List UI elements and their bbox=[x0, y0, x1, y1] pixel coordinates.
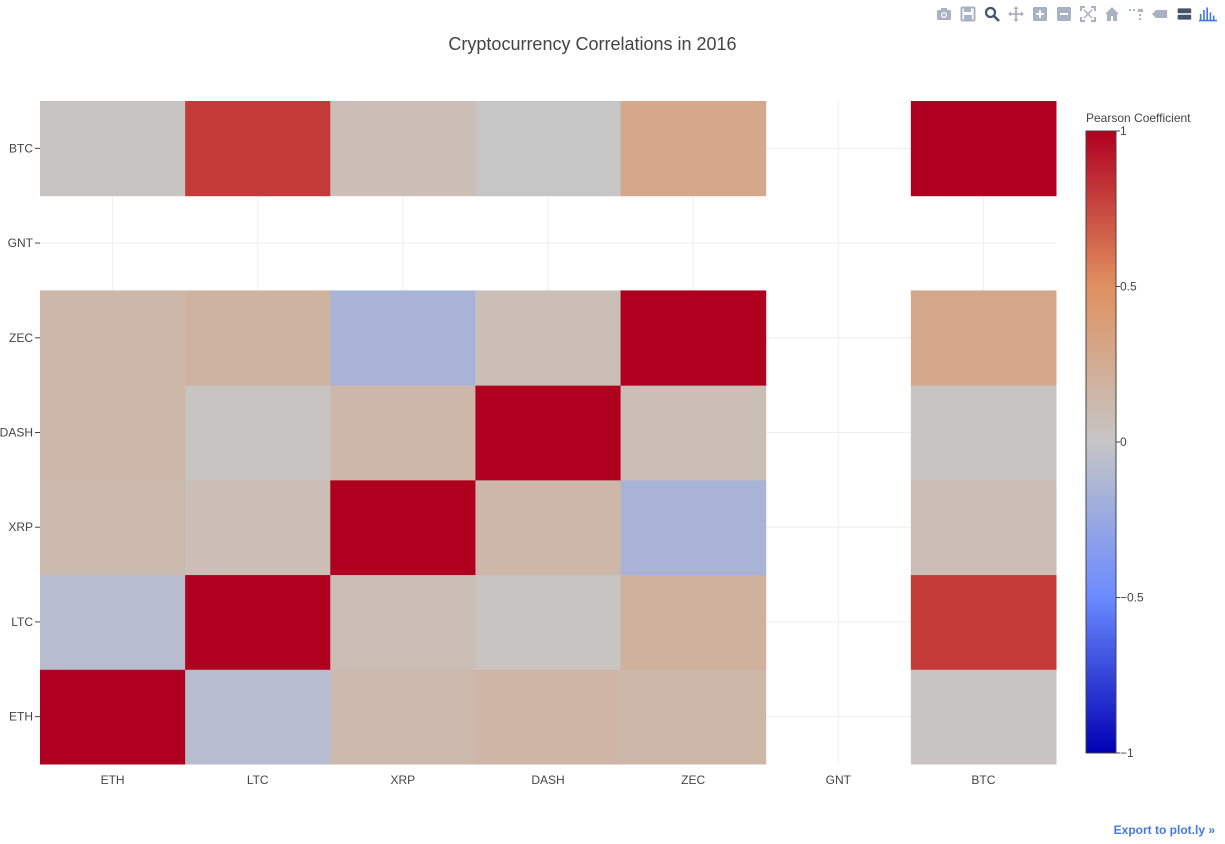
spike-lines-icon[interactable] bbox=[1127, 5, 1145, 23]
heatmap-cell-xrp-zec[interactable] bbox=[620, 479, 767, 576]
heatmap-cell-btc-ltc[interactable] bbox=[185, 101, 331, 197]
colorbar-title: Pearson Coefficient bbox=[1086, 111, 1191, 125]
heatmap-cell-dash-zec[interactable] bbox=[620, 385, 767, 481]
heatmap-cell-xrp-btc[interactable] bbox=[910, 479, 1057, 576]
heatmap-cell-zec-zec[interactable] bbox=[620, 290, 767, 386]
x-tick-label: DASH bbox=[531, 773, 564, 787]
colorbar-tick-label: −0.5 bbox=[1120, 591, 1144, 605]
heatmap-cell-dash-btc[interactable] bbox=[910, 385, 1057, 481]
heatmap-cell-eth-ltc[interactable] bbox=[185, 669, 331, 765]
y-tick-label: BTC bbox=[9, 141, 33, 155]
heatmap-cell-zec-btc[interactable] bbox=[910, 290, 1057, 386]
camera-icon[interactable] bbox=[935, 5, 953, 23]
heatmap-cell-xrp-dash[interactable] bbox=[475, 479, 622, 576]
colorbar-tick-label: 1 bbox=[1120, 124, 1127, 138]
heatmap-cell-zec-xrp[interactable] bbox=[330, 290, 476, 386]
heatmap-cell-xrp-eth[interactable] bbox=[40, 479, 186, 576]
x-tick-label: ZEC bbox=[681, 773, 705, 787]
heatmap-cell-ltc-xrp[interactable] bbox=[330, 574, 476, 670]
x-tick-label: BTC bbox=[971, 773, 995, 787]
heatmap-cell-dash-dash[interactable] bbox=[475, 385, 622, 481]
heatmap-cell-eth-dash[interactable] bbox=[475, 669, 622, 765]
pan-icon[interactable] bbox=[1007, 5, 1025, 23]
x-tick-label: LTC bbox=[247, 773, 269, 787]
y-tick-label: ZEC bbox=[9, 331, 33, 345]
colorbar-tick-label: 0 bbox=[1120, 435, 1127, 449]
colorbar-tick-label: −1 bbox=[1120, 746, 1134, 760]
heatmap-cells bbox=[40, 101, 1057, 765]
home-icon[interactable] bbox=[1103, 5, 1121, 23]
heatmap-cell-zec-dash[interactable] bbox=[475, 290, 622, 386]
heatmap-cell-dash-eth[interactable] bbox=[40, 385, 186, 481]
y-tick-label: GNT bbox=[8, 236, 34, 250]
y-tick-label: ETH bbox=[9, 710, 33, 724]
heatmap-cell-dash-ltc[interactable] bbox=[185, 385, 331, 481]
y-tick-label: LTC bbox=[11, 615, 33, 629]
heatmap-cell-ltc-dash[interactable] bbox=[475, 574, 622, 670]
hover-closest-icon[interactable] bbox=[1151, 5, 1169, 23]
x-axis-ticks: ETH LTC XRP DASH ZEC GNT BTC bbox=[101, 773, 996, 787]
colorbar-gradient bbox=[1085, 130, 1117, 754]
y-tick-label: XRP bbox=[8, 520, 33, 534]
plotly-logo[interactable] bbox=[1199, 5, 1217, 23]
modebar bbox=[935, 4, 1217, 24]
export-to-plotly-link[interactable]: Export to plot.ly » bbox=[1113, 823, 1215, 837]
heatmap-cell-btc-dash[interactable] bbox=[475, 101, 622, 197]
heatmap-cell-ltc-btc[interactable] bbox=[910, 574, 1057, 670]
heatmap-cell-xrp-xrp[interactable] bbox=[330, 479, 476, 576]
x-tick-label: GNT bbox=[826, 773, 852, 787]
heatmap-cell-zec-eth[interactable] bbox=[40, 290, 186, 386]
heatmap-cell-eth-btc[interactable] bbox=[910, 669, 1057, 765]
heatmap-cell-zec-ltc[interactable] bbox=[185, 290, 331, 386]
zoom-icon[interactable] bbox=[983, 5, 1001, 23]
x-tick-label: ETH bbox=[101, 773, 125, 787]
heatmap-cell-ltc-eth[interactable] bbox=[40, 574, 186, 670]
x-tick-label: XRP bbox=[391, 773, 416, 787]
zoom-in-icon[interactable] bbox=[1031, 5, 1049, 23]
heatmap-cell-btc-zec[interactable] bbox=[620, 101, 767, 197]
heatmap-cell-btc-btc[interactable] bbox=[910, 101, 1057, 197]
heatmap-cell-ltc-zec[interactable] bbox=[620, 574, 767, 670]
chart-title: Cryptocurrency Correlations in 2016 bbox=[448, 34, 737, 54]
zoom-out-icon[interactable] bbox=[1055, 5, 1073, 23]
autoscale-icon[interactable] bbox=[1079, 5, 1097, 23]
heatmap-cell-eth-eth[interactable] bbox=[40, 669, 186, 765]
y-axis-ticks: ETH LTC XRP DASH ZEC GNT BTC bbox=[0, 141, 40, 724]
y-tick-label: DASH bbox=[0, 426, 33, 440]
heatmap-cell-xrp-ltc[interactable] bbox=[185, 479, 331, 576]
hover-compare-icon[interactable] bbox=[1175, 5, 1193, 23]
heatmap-cell-eth-zec[interactable] bbox=[620, 669, 767, 765]
colorbar-tick-label: 0.5 bbox=[1120, 280, 1137, 294]
heatmap-cell-btc-xrp[interactable] bbox=[330, 101, 476, 197]
heatmap-cell-btc-eth[interactable] bbox=[40, 101, 186, 197]
heatmap-cell-eth-xrp[interactable] bbox=[330, 669, 476, 765]
heatmap-cell-dash-xrp[interactable] bbox=[330, 385, 476, 481]
floppy-icon[interactable] bbox=[959, 5, 977, 23]
heatmap-cell-ltc-ltc[interactable] bbox=[185, 574, 331, 670]
